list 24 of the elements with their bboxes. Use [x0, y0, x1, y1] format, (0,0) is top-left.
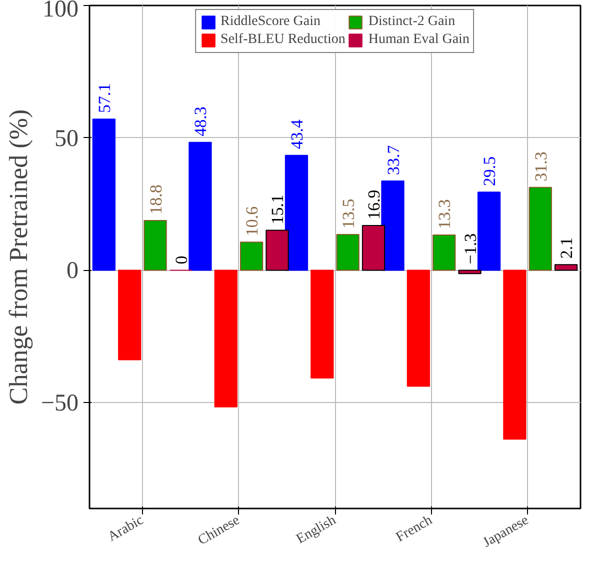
y-tick-label: 0: [66, 258, 78, 284]
data-label: 13.5: [338, 198, 358, 228]
data-label: 31.3: [531, 152, 550, 182]
data-label: 57.1: [94, 83, 114, 114]
data-label: 18.8: [146, 184, 166, 214]
y-tick-label: −50: [40, 390, 79, 417]
legend-label: Self-BLEU Reduction: [220, 32, 346, 48]
data-label: 15.1: [268, 194, 288, 224]
y-tick-label: 100: [42, 0, 78, 22]
data-label: 0: [172, 256, 191, 264]
data-label: 10.6: [242, 206, 262, 236]
data-label: 43.4: [287, 119, 306, 150]
data-label: 48.3: [191, 106, 210, 136]
legend-label: Distinct-2 Gain: [368, 14, 456, 30]
data-label: 16.9: [364, 190, 384, 220]
y-axis-title: Change from Pretrained (%): [4, 109, 33, 405]
data-label: 2.1: [557, 237, 576, 259]
data-label: −1.3: [460, 233, 480, 264]
data-label: 29.5: [480, 156, 500, 186]
y-tick-label: 50: [54, 126, 78, 152]
data-label: 33.7: [384, 144, 403, 175]
data-label: 13.3: [435, 199, 454, 229]
legend-label: RiddleScore Gain: [220, 14, 320, 30]
legend-label: Human Eval Gain: [368, 32, 470, 48]
